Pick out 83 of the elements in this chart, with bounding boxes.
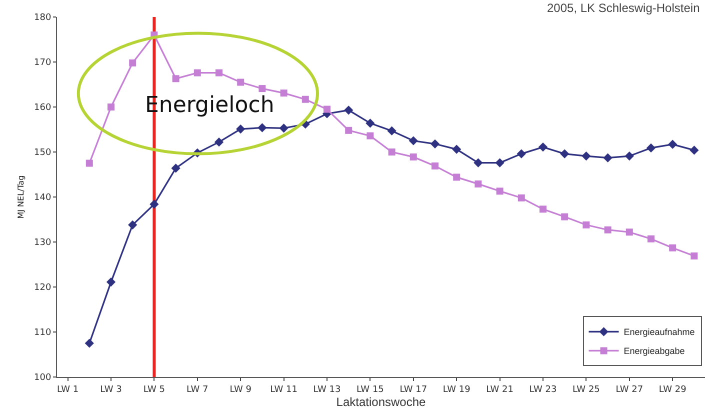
point	[582, 221, 590, 228]
legend-label: Energieabgabe	[624, 346, 685, 356]
y-tick-label: 140	[34, 193, 52, 204]
point	[150, 200, 159, 209]
legend-label: Energieaufnahme	[624, 327, 695, 338]
point	[216, 69, 222, 76]
point	[324, 106, 330, 113]
point	[86, 160, 93, 167]
point	[214, 138, 224, 147]
y-tick-label: 110	[34, 328, 52, 338]
point	[388, 148, 396, 156]
point	[237, 78, 244, 86]
x-tick-label: LW 25	[572, 384, 600, 395]
point	[106, 278, 116, 287]
x-tick-label: LW 9	[230, 384, 252, 395]
y-tick-label: 170	[34, 58, 52, 68]
point	[582, 152, 591, 161]
point	[129, 59, 136, 66]
point	[366, 118, 375, 128]
point	[603, 153, 612, 162]
x-tick-label: LW 15	[356, 384, 384, 395]
x-tick-label: LW 19	[442, 384, 471, 395]
point	[432, 162, 438, 170]
point	[516, 149, 526, 158]
point	[453, 174, 460, 181]
point	[646, 143, 656, 152]
y-tick-label: 130	[34, 238, 52, 248]
x-tick-label: LW 21	[486, 384, 514, 395]
y-tick-label: 160	[34, 103, 52, 114]
point	[302, 96, 309, 103]
point	[84, 338, 94, 348]
y-tick-label: 150	[34, 148, 52, 158]
x-tick-label: LW 3	[100, 384, 122, 395]
point	[280, 90, 288, 97]
point	[236, 124, 246, 134]
point	[496, 188, 504, 195]
x-tick-label: LW 5	[143, 384, 166, 395]
point	[408, 136, 418, 146]
point	[128, 220, 138, 230]
point	[648, 235, 654, 242]
point	[194, 69, 201, 76]
point	[387, 126, 396, 136]
point	[279, 124, 288, 133]
x-tick-label: LW 17	[400, 384, 428, 395]
point	[452, 144, 462, 154]
point	[258, 123, 267, 132]
x-tick-label: LW 29	[658, 384, 687, 395]
y-axis-title: MJ NEL/Tag	[16, 175, 26, 219]
y-tick-label: 180	[34, 13, 52, 24]
point	[690, 252, 698, 260]
point	[344, 106, 354, 115]
point	[690, 146, 699, 155]
point	[366, 132, 374, 140]
point	[540, 206, 546, 213]
point	[258, 85, 266, 92]
x-axis-title: Laktationswoche	[336, 394, 426, 409]
x-tick-label: LW 7	[186, 384, 208, 395]
point	[668, 140, 678, 149]
x-tick-label: LW 11	[270, 384, 298, 395]
point	[172, 75, 180, 82]
point	[345, 126, 352, 134]
y-tick-label: 120	[34, 283, 52, 294]
point	[108, 104, 114, 110]
point	[430, 139, 440, 148]
point	[495, 158, 504, 168]
point	[669, 244, 676, 252]
point	[474, 180, 482, 188]
point	[171, 164, 180, 173]
point	[624, 152, 634, 161]
point	[561, 213, 568, 220]
x-tick-label: LW 27	[616, 384, 644, 395]
point	[626, 228, 633, 236]
point	[474, 158, 483, 168]
point	[518, 194, 525, 202]
point	[560, 149, 570, 158]
x-tick-label: LW 1	[56, 384, 79, 395]
point	[604, 226, 612, 234]
x-tick-label: LW 23	[529, 384, 557, 395]
x-tick-label: LW 13	[313, 384, 341, 395]
point	[410, 153, 417, 160]
y-tick-label: 100	[34, 373, 52, 384]
point	[538, 142, 548, 152]
text: 2005, LK Schleswig-Holstein	[547, 1, 700, 15]
